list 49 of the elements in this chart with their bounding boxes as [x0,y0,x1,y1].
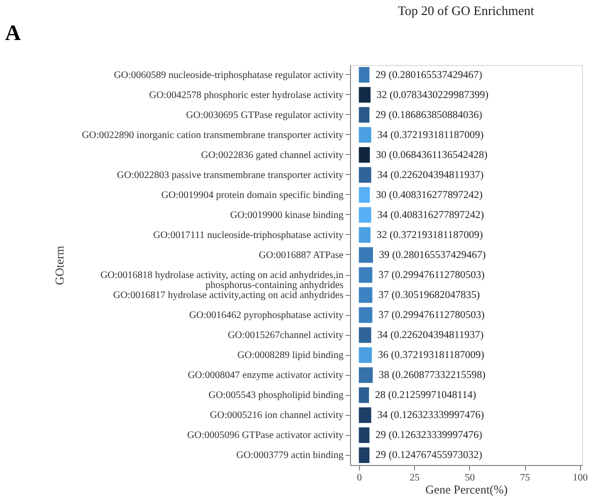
annotation: 36 (0.372193181187009) [378,350,485,362]
y-tick-label: GO:0022836 gated channel activity [201,150,344,161]
annotation: 29 (0.124767455973032) [375,450,483,462]
y-tick-label: GO:005543 phospholipid binding [208,390,344,402]
annotation: 29 (0.280165537429467) [375,70,483,81]
y-tick-label: GO:0005096 GTPase activator activity [187,430,344,442]
y-tick-label: GO:0022803 passive transmembrane transporter activity [116,170,344,181]
y-tick-label: GO:0042578 phosphoric ester hydrolase activity [149,90,344,101]
annotation: 38 (0.260877332215598) [378,370,486,382]
text: A [5,20,21,45]
y-tick-label: GO:0016887 ATPase [258,250,344,261]
annotation: 30 (0.0684361136542428) [376,150,488,161]
chart-title: Top 20 of GO Enrichment [398,3,535,18]
y-tick-label: GO:0030695 GTPase regulator activity [186,110,344,121]
y-tick-label: GO:0015267channel activity [228,330,344,342]
y-tick-label: GO:0019904 protein domain specific binding [161,190,344,201]
annotation: 37 (0.299476112780503) [378,310,486,322]
x-tick-label: 50 [464,472,475,484]
annotation: 28 (0.21259971048114) [375,390,477,402]
annotation: 29 (0.126323339997476) [375,430,483,442]
y-tick-label: GO:0019900 kinase binding [230,210,344,221]
annotation: 32 (0.0783430229987399) [376,90,490,101]
y-axis-title: GOterm [52,245,66,286]
y-tick-label: GO:0016818 hydrolase activity, acting on acid anhydrides,in phosphorus-containing anhydrides [100,270,344,292]
annotation: 37 (0.30519682047835) [378,290,480,302]
x-tick-label: 75 [520,472,530,484]
annotation: 34 (0.226204394811937) [377,170,484,181]
y-tick-label: GO:0016462 pyrophosphatase activity [189,310,344,322]
x-tick-label: 25 [410,472,420,484]
x-tick-label: 0 [356,472,362,484]
y-tick-label: GO:0003779 actin binding [236,450,344,462]
y-tick-label: GO:0017111 nucleoside-triphosphatase activity [153,230,344,241]
annotation: 34 (0.126323339997476) [377,410,484,422]
x-axis-title: Gene Percent(%) [425,482,508,496]
x-tick-label: 100 [572,472,588,484]
annotation: 32 (0.372193181187009) [376,230,484,241]
annotation: 30 (0.408316277897242) [376,190,484,201]
annotation: 34 (0.226204394811937) [377,330,484,342]
y-tick-label: GO:0008047 enzyme activator activity [188,370,344,382]
annotation: 34 (0.408316277897242) [377,210,484,221]
annotation: 29 (0.186863850884036) [375,110,483,121]
y-tick-label: GO:0022890 inorganic cation transmembrane transporter activity [82,130,344,141]
y-tick-label: GO:0005216 ion channel activity [210,410,344,422]
y-tick-label: GO:0008289 lipid binding [237,350,344,362]
y-tick-label: GO:0060589 nucleoside-triphosphatase regulator activity [114,70,344,81]
y-tick-label: GO:0016817 hydrolase activity,acting on acid anhydrides [113,290,344,302]
annotation: 39 (0.280165537429467) [378,250,486,261]
annotation: 37 (0.299476112780503) [378,270,486,282]
annotation: 34 (0.372193181187009) [377,130,484,141]
